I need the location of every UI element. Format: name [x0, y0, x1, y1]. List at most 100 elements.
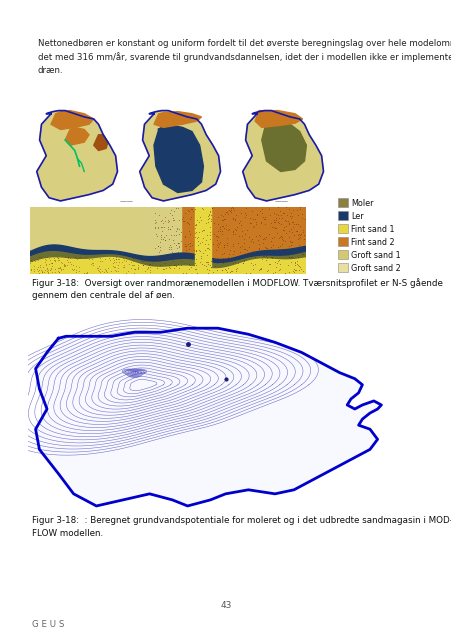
Point [170, 237, 178, 248]
Point [238, 225, 245, 236]
Point [218, 265, 225, 275]
Point [213, 239, 220, 250]
Point [170, 263, 177, 273]
Point [45, 253, 52, 263]
Point [106, 255, 114, 265]
Point [194, 239, 201, 250]
Point [42, 260, 50, 270]
Point [280, 222, 287, 232]
Point [119, 262, 126, 273]
Point [68, 259, 75, 269]
Point [196, 246, 203, 256]
Point [83, 267, 90, 277]
Point [247, 258, 254, 268]
Point [208, 253, 216, 264]
Point [63, 255, 70, 265]
Point [262, 250, 269, 260]
Point [26, 258, 33, 268]
Point [290, 260, 298, 271]
Point [187, 250, 194, 260]
Point [216, 227, 223, 237]
Point [207, 262, 215, 273]
Point [255, 243, 262, 253]
Point [206, 207, 213, 217]
Point [263, 243, 270, 253]
Point [211, 254, 218, 264]
Point [207, 210, 214, 220]
Point [170, 260, 177, 271]
Point [102, 266, 109, 276]
Point [281, 250, 289, 260]
Point [189, 248, 196, 259]
Point [219, 214, 226, 225]
Point [75, 253, 82, 263]
Point [166, 250, 174, 260]
Point [64, 257, 72, 268]
Point [72, 264, 79, 275]
Point [258, 251, 266, 261]
Point [270, 232, 277, 242]
Point [249, 222, 256, 232]
Point [249, 246, 257, 256]
Point [195, 245, 202, 255]
Point [97, 267, 104, 277]
Point [131, 264, 138, 274]
Point [207, 214, 214, 224]
Point [237, 220, 244, 230]
Point [128, 260, 135, 270]
Point [168, 247, 175, 257]
Point [291, 219, 299, 229]
Point [256, 206, 263, 216]
Point [169, 255, 176, 266]
Point [147, 265, 154, 275]
Point [169, 213, 176, 223]
Point [241, 208, 248, 218]
Point [299, 246, 306, 256]
Point [230, 246, 237, 257]
Point [217, 211, 224, 221]
Point [61, 260, 68, 271]
Point [156, 245, 163, 255]
Point [288, 252, 295, 262]
Text: G E U S: G E U S [32, 620, 64, 629]
Point [96, 264, 103, 275]
Point [181, 232, 188, 242]
Point [288, 211, 295, 221]
Point [258, 207, 265, 218]
Point [234, 259, 241, 269]
Point [45, 259, 52, 269]
Point [296, 221, 303, 231]
Point [291, 258, 298, 268]
Point [153, 231, 160, 241]
Point [282, 202, 290, 212]
Point [212, 255, 219, 266]
Point [285, 218, 292, 228]
Point [101, 254, 108, 264]
Point [206, 222, 213, 232]
Point [159, 234, 166, 244]
Point [260, 242, 267, 252]
Point [207, 262, 214, 273]
Point [159, 218, 166, 228]
Point [287, 252, 294, 262]
Point [56, 263, 64, 273]
Point [134, 264, 142, 274]
Point [283, 210, 290, 220]
Point [172, 230, 179, 241]
Point [287, 223, 294, 234]
Point [146, 267, 153, 277]
Point [151, 218, 158, 228]
Point [253, 209, 260, 220]
Point [290, 246, 298, 256]
Point [139, 256, 146, 266]
Polygon shape [261, 119, 306, 172]
Point [285, 211, 293, 221]
Point [271, 223, 278, 233]
Point [294, 220, 301, 230]
Point [287, 237, 295, 247]
Point [263, 266, 270, 276]
Point [299, 225, 306, 236]
Point [206, 259, 213, 269]
Point [276, 241, 284, 251]
Point [247, 249, 254, 259]
